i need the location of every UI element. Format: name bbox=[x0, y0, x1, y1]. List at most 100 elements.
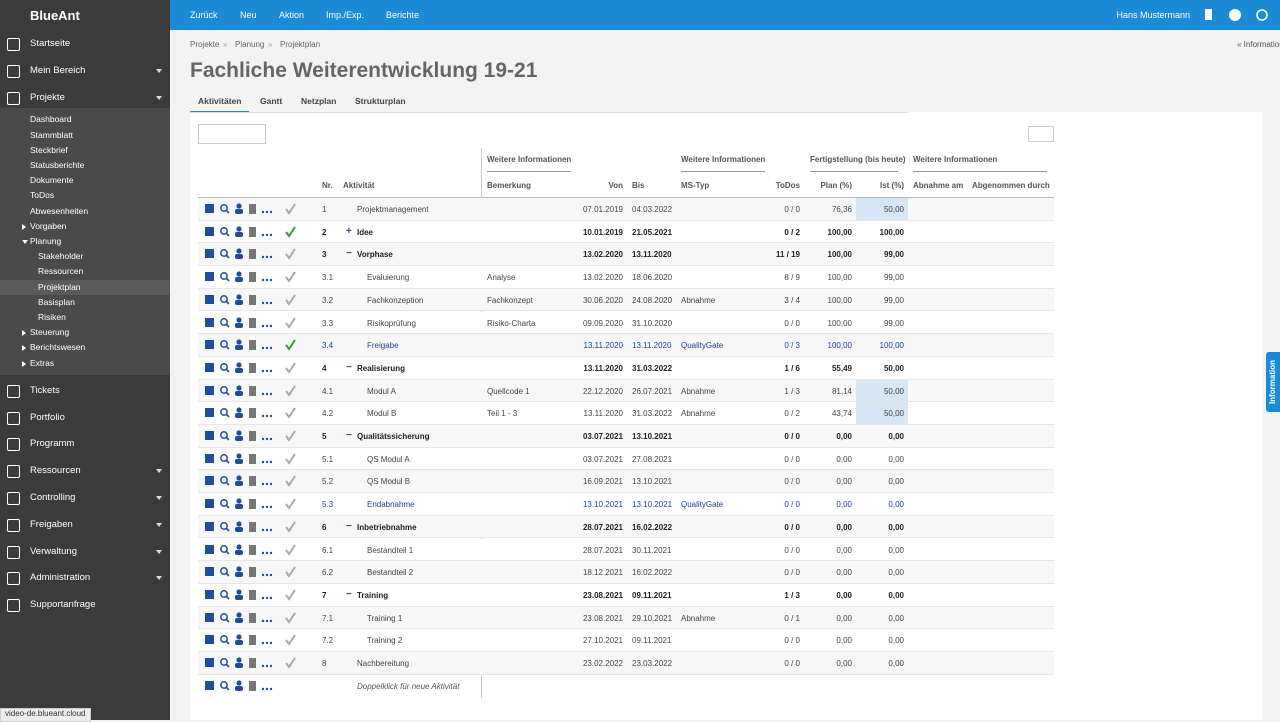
table-row[interactable] bbox=[198, 447, 1054, 471]
sub-item[interactable]: ToDos bbox=[30, 190, 55, 201]
table-row[interactable] bbox=[198, 198, 1054, 221]
table-row[interactable] bbox=[198, 402, 1054, 425]
table-row[interactable] bbox=[198, 470, 1054, 494]
row-toggle[interactable]: − bbox=[346, 588, 352, 600]
sub-item[interactable]: Extras bbox=[30, 357, 55, 368]
nav-item[interactable]: Verwaltung bbox=[30, 545, 78, 557]
row-actions[interactable] bbox=[204, 565, 304, 579]
table-row[interactable] bbox=[198, 583, 1054, 607]
tab[interactable]: Strukturplan bbox=[355, 96, 406, 106]
row-toggle[interactable]: − bbox=[346, 248, 352, 260]
table-row[interactable] bbox=[198, 538, 1054, 562]
menu-item[interactable]: Neu bbox=[240, 10, 257, 20]
row-toggle[interactable]: − bbox=[346, 361, 352, 373]
nav-item[interactable]: Ressourcen bbox=[30, 465, 81, 477]
sub-sub-item[interactable]: Ressourcen bbox=[38, 266, 84, 277]
table-row[interactable] bbox=[198, 243, 1054, 267]
row-actions[interactable] bbox=[204, 429, 304, 443]
row-actions[interactable] bbox=[204, 679, 304, 693]
row-actions[interactable] bbox=[204, 656, 304, 670]
row-actions[interactable] bbox=[204, 520, 304, 534]
table-row[interactable] bbox=[198, 266, 1054, 289]
sub-item[interactable]: Steuerung bbox=[30, 327, 70, 338]
table-row[interactable] bbox=[198, 288, 1054, 312]
sub-sub-item[interactable]: Basisplan bbox=[38, 296, 75, 307]
sub-item[interactable]: Vorgaben bbox=[30, 220, 67, 231]
new-row-hint[interactable]: Doppelklick für neue Aktivität bbox=[357, 681, 460, 691]
row-actions[interactable] bbox=[204, 452, 304, 466]
table-row[interactable] bbox=[198, 652, 1054, 675]
breadcrumb-item[interactable]: Planung bbox=[235, 40, 265, 49]
nav-item[interactable]: Freigaben bbox=[30, 518, 73, 530]
tab[interactable]: Aktivitäten bbox=[198, 96, 242, 106]
filter-select[interactable] bbox=[198, 124, 266, 144]
nav-item[interactable]: Administration bbox=[30, 572, 91, 584]
row-actions[interactable] bbox=[204, 338, 304, 352]
nav-item[interactable]: Supportanfrage bbox=[30, 599, 96, 611]
nav-item[interactable]: Controlling bbox=[30, 492, 76, 503]
nav-item[interactable]: Tickets bbox=[30, 384, 60, 396]
row-actions[interactable] bbox=[204, 497, 304, 511]
sub-sub-item[interactable]: Projektplan bbox=[38, 281, 81, 292]
row-toggle[interactable]: + bbox=[346, 225, 352, 237]
side-tab[interactable]: Information bbox=[1266, 352, 1280, 412]
sub-item[interactable]: Berichtswesen bbox=[30, 342, 86, 353]
table-row[interactable] bbox=[198, 356, 1054, 380]
sub-item[interactable]: Abwesenheiten bbox=[30, 205, 89, 216]
breadcrumb-item[interactable]: Projektplan bbox=[280, 40, 321, 49]
table-row[interactable] bbox=[198, 334, 1054, 357]
table-row[interactable] bbox=[198, 493, 1054, 516]
column-button[interactable] bbox=[1028, 126, 1054, 142]
row-actions[interactable] bbox=[204, 588, 304, 602]
menu-item[interactable]: Imp./Exp. bbox=[326, 10, 365, 20]
table-row[interactable] bbox=[198, 379, 1054, 403]
row-actions[interactable] bbox=[204, 611, 304, 625]
nav-item[interactable]: Portfolio bbox=[30, 411, 65, 423]
row-actions[interactable] bbox=[204, 270, 304, 284]
row-toggle[interactable]: − bbox=[346, 430, 352, 441]
row-actions[interactable] bbox=[204, 361, 304, 375]
row-actions[interactable] bbox=[204, 316, 304, 330]
tab[interactable]: Netzplan bbox=[301, 96, 337, 106]
row-actions[interactable] bbox=[204, 384, 304, 398]
sub-item[interactable]: Dashboard bbox=[30, 114, 72, 125]
row-actions[interactable] bbox=[204, 543, 304, 557]
nav-item[interactable]: Mein Bereich bbox=[30, 64, 86, 76]
menu-item[interactable]: Zurück bbox=[190, 10, 218, 20]
row-actions[interactable] bbox=[204, 225, 304, 239]
table-row[interactable] bbox=[198, 311, 1054, 335]
row-actions[interactable] bbox=[204, 202, 304, 216]
row-plan: 0,00 bbox=[836, 500, 852, 510]
row-toggle[interactable]: − bbox=[346, 520, 352, 532]
menu-item[interactable]: Berichte bbox=[386, 10, 420, 20]
nav-item[interactable]: Startseite bbox=[30, 38, 71, 49]
row-actions[interactable] bbox=[204, 406, 304, 420]
row-nr: 3.4 bbox=[322, 341, 334, 351]
table-row[interactable] bbox=[198, 629, 1054, 652]
tab[interactable]: Gantt bbox=[260, 96, 283, 106]
row-actions[interactable] bbox=[204, 293, 304, 307]
table-row[interactable] bbox=[198, 606, 1054, 630]
table-row[interactable] bbox=[198, 220, 1054, 244]
sub-item[interactable]: Dokumente bbox=[30, 175, 74, 186]
row-actions[interactable] bbox=[204, 633, 304, 647]
breadcrumb-item[interactable]: Projekte bbox=[190, 40, 220, 49]
sub-item[interactable]: Statusberichte bbox=[30, 160, 85, 170]
sub-item[interactable]: Steckbrief bbox=[30, 144, 68, 155]
table-row[interactable] bbox=[198, 515, 1054, 539]
menu-item[interactable]: Aktion bbox=[279, 10, 305, 20]
nav-item[interactable]: Projekte bbox=[30, 91, 65, 103]
table-row[interactable] bbox=[198, 425, 1054, 448]
info-link[interactable]: « Information bbox=[1237, 40, 1280, 49]
row-actions[interactable] bbox=[204, 247, 304, 261]
user-name[interactable]: Hans Mustermann bbox=[1116, 10, 1190, 20]
sub-item[interactable]: Stammblatt bbox=[30, 129, 73, 140]
row-plan: 0,00 bbox=[836, 432, 852, 441]
sub-sub-item[interactable]: Stakeholder bbox=[38, 251, 84, 262]
top-icons[interactable] bbox=[1202, 7, 1272, 23]
table-row[interactable] bbox=[198, 561, 1054, 584]
sub-sub-item[interactable]: Risiken bbox=[38, 312, 66, 322]
nav-item[interactable]: Programm bbox=[30, 438, 75, 450]
sub-item[interactable]: Planung bbox=[30, 236, 62, 246]
row-actions[interactable] bbox=[204, 474, 304, 488]
